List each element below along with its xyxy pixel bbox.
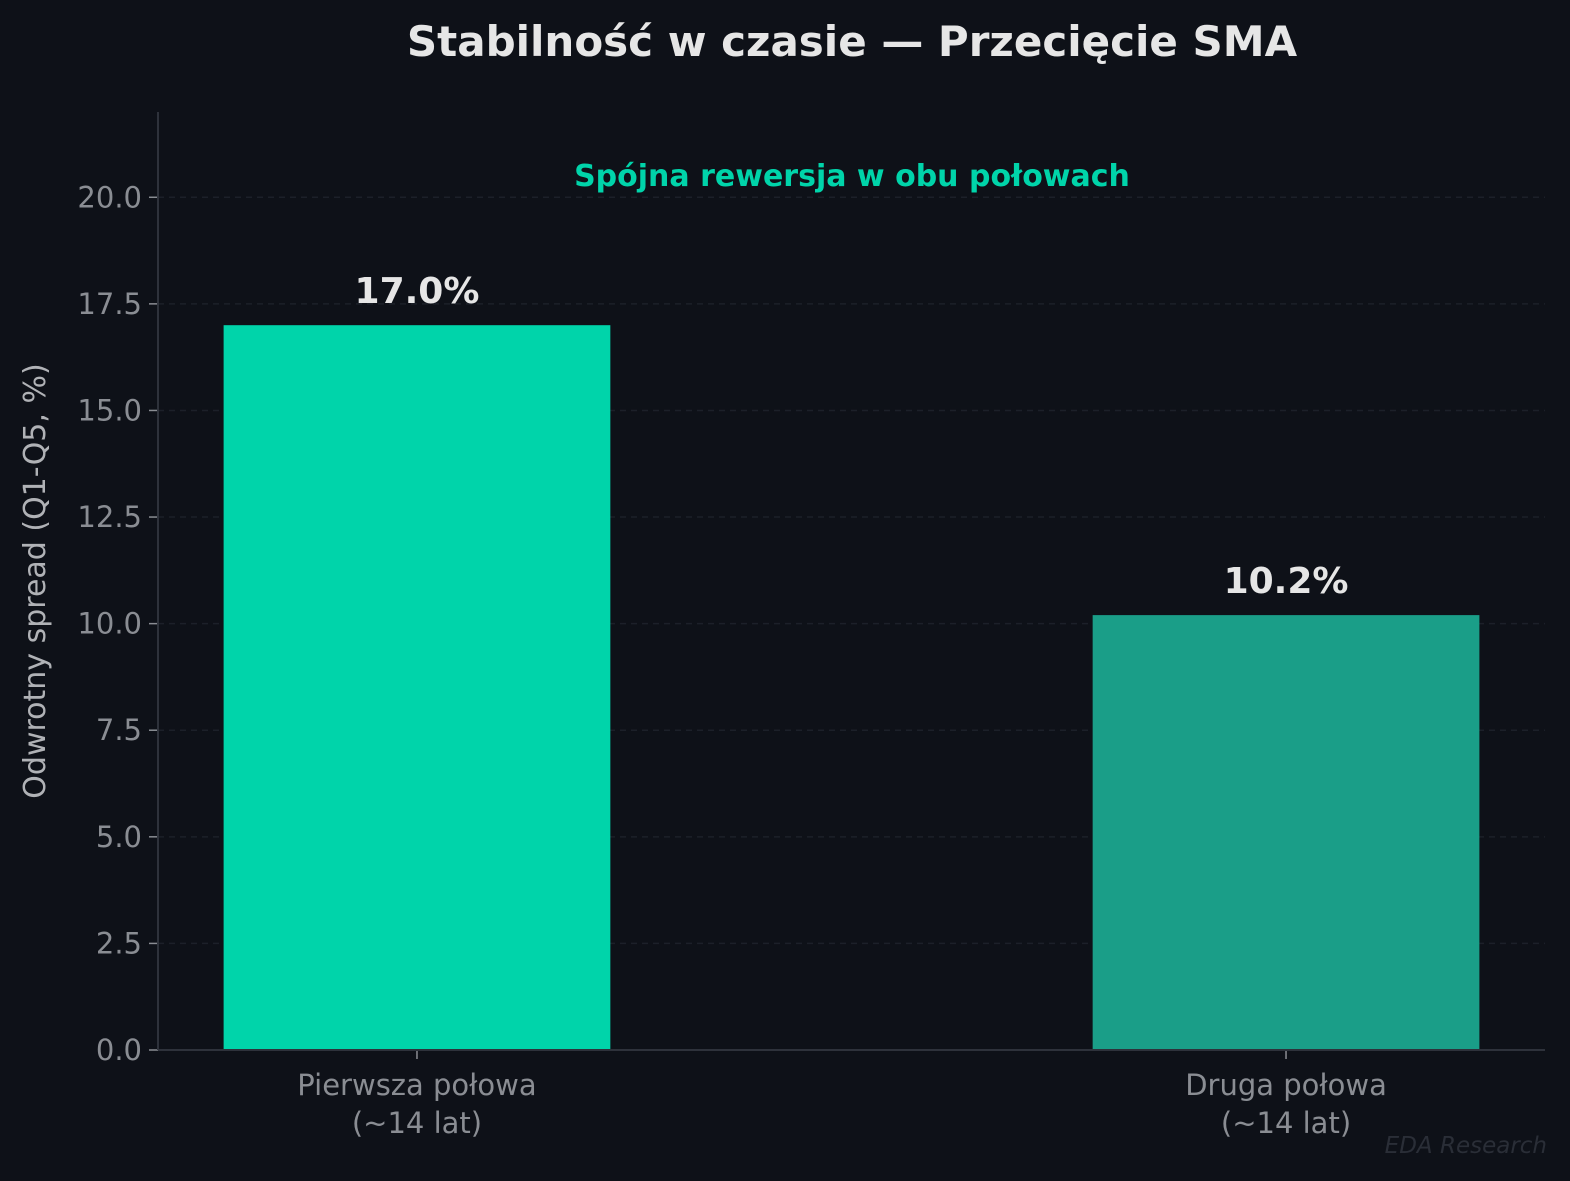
y-tick-label: 15.0 — [77, 393, 142, 427]
y-tick-label: 20.0 — [77, 180, 142, 214]
data-label: 10.2% — [1224, 561, 1349, 602]
x-tick-label: (~14 lat) — [352, 1106, 482, 1140]
data-label: 17.0% — [355, 271, 480, 312]
chart-title: Stabilność w czasie — Przecięcie SMA — [407, 17, 1298, 66]
y-tick-label: 0.0 — [96, 1033, 142, 1067]
x-tick-label: Druga połowa — [1185, 1068, 1387, 1102]
annotation: Spójna rewersja w obu połowach — [574, 159, 1130, 194]
y-tick-label: 5.0 — [96, 820, 142, 854]
y-tick-label: 2.5 — [96, 926, 142, 960]
x-tick-label: Pierwsza połowa — [297, 1068, 536, 1102]
y-axis-label: Odwrotny spread (Q1-Q5, %) — [18, 363, 53, 798]
bar — [1092, 615, 1480, 1049]
x-tick-label: (~14 lat) — [1221, 1106, 1351, 1140]
axes: 0.0 2.5 5.0 7.5 10.0 12.5 15.0 17.5 20.0 Pierwsza… — [77, 112, 1545, 1140]
y-tick-label: 7.5 — [96, 713, 142, 747]
bar — [223, 325, 611, 1049]
bars: 17.0% 10.2% — [223, 271, 1480, 1049]
y-tick-label: 10.0 — [77, 607, 142, 641]
watermark: EDA Research — [1385, 1133, 1547, 1159]
y-tick-label: 17.5 — [77, 287, 142, 321]
y-tick-label: 12.5 — [77, 500, 142, 534]
